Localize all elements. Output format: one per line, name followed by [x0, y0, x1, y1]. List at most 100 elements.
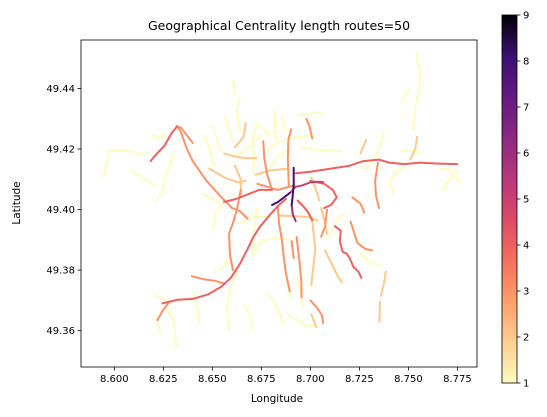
route-line [328, 213, 346, 240]
colorbar-tick-label: 6 [523, 149, 529, 160]
route-line [300, 146, 342, 153]
route-line [102, 149, 150, 178]
route-line [290, 166, 295, 206]
route-line [262, 140, 274, 191]
route-line [254, 167, 288, 176]
route-line [388, 166, 406, 194]
route-line [208, 167, 247, 184]
route-line [305, 117, 314, 140]
x-tick-label: 8.775 [443, 374, 472, 385]
route-line [294, 158, 459, 175]
colorbar-tick-label: 5 [523, 195, 529, 206]
route-line [266, 149, 289, 173]
routes-layer [102, 52, 462, 349]
route-line [441, 170, 459, 191]
colorbar-gradient [501, 14, 518, 384]
route-line [129, 169, 156, 187]
route-line [265, 291, 285, 325]
route-line [279, 214, 319, 222]
route-line [359, 252, 382, 267]
route-line [296, 111, 325, 117]
y-axis: 49.36 49.38 49.40 49.42 49.44 [46, 84, 81, 337]
route-line [155, 152, 174, 202]
route-line [378, 300, 381, 323]
route-line [288, 180, 325, 194]
route-line [273, 116, 278, 143]
route-line [277, 207, 291, 293]
route-line [280, 116, 287, 132]
route-line [161, 198, 287, 305]
route-line [400, 89, 411, 104]
route-line [333, 225, 363, 279]
colorbar-tick-label: 4 [523, 241, 529, 252]
route-line [223, 152, 258, 160]
colorbar-tick-label: 9 [523, 11, 529, 22]
route-line [324, 249, 343, 284]
route-line [226, 270, 238, 331]
route-line [351, 196, 366, 214]
route-line [295, 235, 303, 299]
colorbar-tick-label: 2 [523, 333, 529, 344]
route-line [296, 276, 305, 309]
route-line [305, 208, 317, 287]
route-line [296, 199, 314, 222]
route-line [233, 134, 262, 158]
x-tick-label: 8.725 [345, 374, 374, 385]
route-line [271, 191, 291, 206]
route-line [439, 167, 462, 183]
y-tick-label: 49.40 [46, 205, 75, 216]
x-tick-label: 8.675 [247, 374, 276, 385]
route-line [251, 125, 258, 173]
route-line [153, 293, 172, 317]
route-line [168, 313, 178, 349]
colorbar: 1 2 3 4 5 6 7 8 9 [501, 11, 529, 390]
route-line [359, 138, 368, 155]
y-axis-label: Latitude [11, 181, 23, 224]
route-line [409, 135, 419, 161]
x-axis-label: Longitude [251, 393, 303, 405]
y-tick-label: 49.36 [46, 326, 75, 337]
route-line [349, 220, 374, 252]
route-line [286, 128, 293, 187]
colorbar-tick-label: 1 [523, 379, 529, 390]
route-line [309, 299, 325, 325]
y-tick-label: 49.38 [46, 266, 75, 277]
route-line [237, 216, 273, 225]
x-axis: 8.600 8.625 8.650 8.675 8.700 8.725 8.750 8.775 [100, 367, 472, 385]
route-line [224, 116, 234, 143]
route-line [212, 125, 223, 152]
x-tick-label: 8.650 [198, 374, 227, 385]
y-tick-label: 49.44 [46, 84, 75, 95]
y-tick-label: 49.42 [46, 145, 75, 156]
colorbar-tick-label: 3 [523, 287, 529, 298]
route-line [202, 134, 215, 167]
route-line [251, 237, 292, 256]
route-line [176, 125, 194, 144]
route-line [361, 131, 385, 170]
x-tick-label: 8.625 [149, 374, 178, 385]
route-line [290, 204, 297, 223]
route-line [228, 188, 242, 272]
route-line [379, 270, 387, 297]
route-line [310, 313, 318, 328]
x-tick-label: 8.750 [394, 374, 423, 385]
route-line [251, 207, 258, 258]
chart-title: Geographical Centrality length routes=50 [148, 18, 410, 33]
route-line [243, 303, 254, 331]
route-line [151, 132, 168, 140]
route-line [290, 240, 295, 259]
x-tick-label: 8.700 [296, 374, 325, 385]
route-line [309, 179, 338, 209]
colorbar-ticks: 1 2 3 4 5 6 7 8 9 [517, 11, 529, 390]
route-line [212, 202, 225, 231]
route-line [412, 52, 422, 131]
route-line [256, 182, 296, 191]
route-line [231, 79, 236, 96]
route-line [223, 188, 274, 203]
route-line [190, 275, 227, 285]
route-line [400, 149, 422, 155]
route-line [235, 96, 244, 134]
route-line [253, 122, 272, 137]
colorbar-tick-label: 7 [523, 103, 529, 114]
route-line [149, 125, 179, 163]
